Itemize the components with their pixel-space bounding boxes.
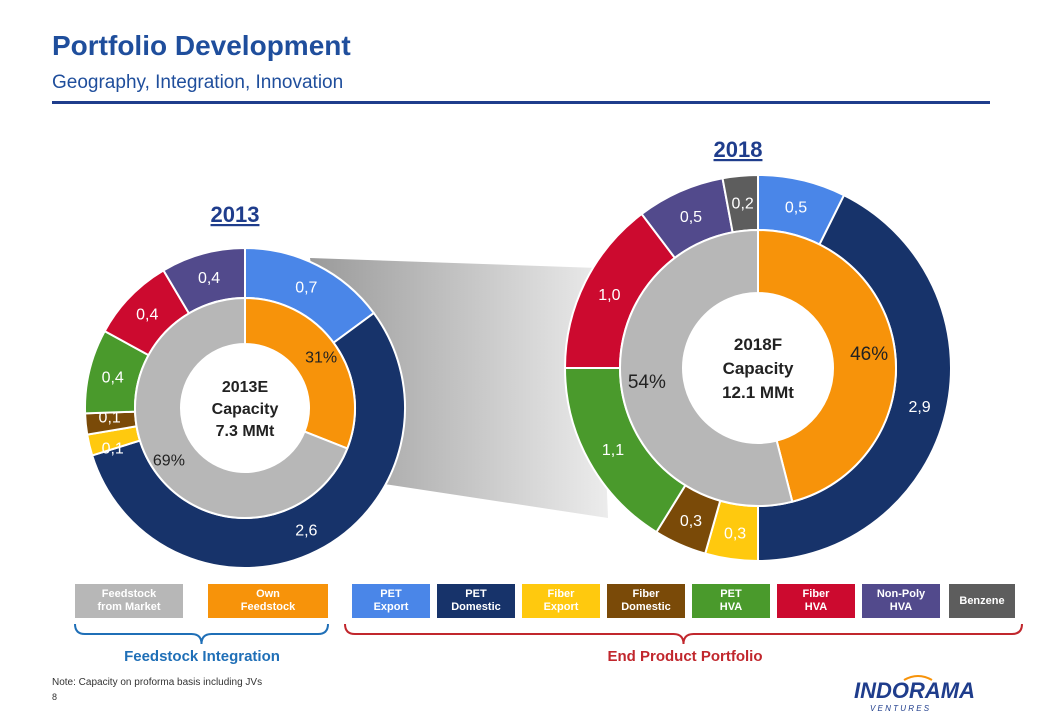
logo-swoosh [903, 675, 933, 681]
legend-item-fiber-domestic: Fiber Domestic [607, 584, 685, 618]
data-label-fiber-domestic-2013: 0,1 [99, 410, 121, 427]
data-label-pet-export-2013: 0,7 [295, 280, 317, 297]
legend-item-non-poly-hva: Non-Poly HVA [862, 584, 940, 618]
indorama-logo: INDORAMA V E N T U R E S [854, 675, 975, 713]
logo-subtext: V E N T U R E S [870, 704, 930, 713]
legend-item-pet-hva: PET HVA [692, 584, 770, 618]
slice-inner-own-feedstock-2018 [757, 228, 897, 503]
legend-item-pet-domestic: PET Domestic [437, 584, 515, 618]
data-label-pet-export-2018: 0,5 [785, 199, 807, 216]
slice-inner-feedstock-from-market-2013 [134, 296, 349, 519]
data-label-pet-domestic-2013: 2,6 [295, 522, 317, 539]
data-label-pet-domestic-2018: 2,9 [908, 399, 930, 416]
donut-2013: 0,7 2,6 0,1 0,1 0,4 0,4 0,4 31% 69% 2013E Capacity… [84, 202, 406, 569]
center-text-line-1-2018: 2018F [734, 335, 782, 354]
slice-inner-feedstock-from-market-2018 [619, 228, 794, 507]
center-text-line-2-2013: Capacity [212, 401, 279, 418]
title-rule [52, 101, 990, 104]
page-title: Portfolio Development [52, 30, 351, 61]
data-label-fiber-export-2018: 0,3 [724, 525, 746, 542]
center-text-line-3-2013: 7.3 MMt [216, 423, 275, 440]
group-label-end-product-portfolio: End Product Portfolio [607, 648, 763, 665]
data-label-fiber-hva-2018: 1,0 [598, 287, 620, 304]
year-label-2018: 2018 [714, 137, 763, 162]
center-text-line-2-2018: Capacity [723, 359, 794, 378]
logo-wordmark: INDORAMA [854, 678, 975, 703]
data-label-benzene-2018: 0,2 [732, 196, 754, 213]
data-label-pet-hva-2018: 1,1 [602, 442, 624, 459]
percent-label-own-feedstock-2018: 46% [850, 344, 888, 365]
center-text-line-1-2013: 2013E [222, 379, 269, 396]
page-subtitle: Geography, Integration, Innovation [52, 72, 344, 93]
data-label-fiber-export-2013: 0,1 [102, 441, 124, 458]
year-label-2013: 2013 [211, 202, 260, 227]
data-label-non-poly-hva-2018: 0,5 [680, 209, 702, 226]
percent-label-feedstock-from-market-2018: 54% [628, 372, 666, 393]
footnote: Note: Capacity on proforma basis includi… [52, 677, 263, 688]
page-number: 8 [52, 692, 58, 702]
data-label-fiber-domestic-2018: 0,3 [680, 513, 702, 530]
data-label-pet-hva-2013: 0,4 [102, 369, 124, 386]
legend-item-own-feedstock: Own Feedstock [208, 584, 328, 618]
legend-item-fiber-hva: Fiber HVA [777, 584, 855, 618]
group-label-feedstock-integration: Feedstock Integration [124, 648, 280, 665]
legend-item-benzene: Benzene [949, 584, 1015, 618]
percent-label-feedstock-from-market-2013: 69% [153, 453, 185, 470]
legend-item-fiber-export: Fiber Export [522, 584, 600, 618]
percent-label-own-feedstock-2013: 31% [305, 349, 337, 366]
legend-item-feedstock-from-market: Feedstock from Market [75, 584, 183, 618]
data-label-fiber-hva-2013: 0,4 [136, 306, 158, 323]
data-label-non-poly-hva-2013: 0,4 [198, 270, 220, 287]
legend-item-pet-export: PET Export [352, 584, 430, 618]
slice-inner-own-feedstock-2013 [244, 296, 356, 450]
donut-2018: 0,5 2,9 0,3 0,3 1,1 1,0 0,5 0,2 46% 54% 2018F Capac… [563, 137, 952, 563]
center-text-line-3-2018: 12.1 MMt [722, 383, 794, 402]
